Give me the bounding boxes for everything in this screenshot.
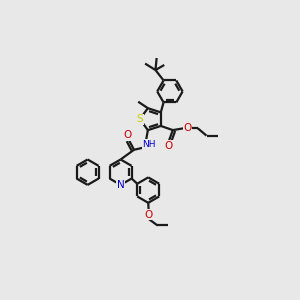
- Text: N: N: [117, 180, 124, 190]
- Text: O: O: [183, 123, 191, 133]
- Text: O: O: [145, 210, 153, 220]
- Text: NH: NH: [142, 140, 155, 149]
- Text: O: O: [124, 130, 132, 140]
- Text: O: O: [164, 141, 173, 151]
- Text: S: S: [136, 114, 143, 124]
